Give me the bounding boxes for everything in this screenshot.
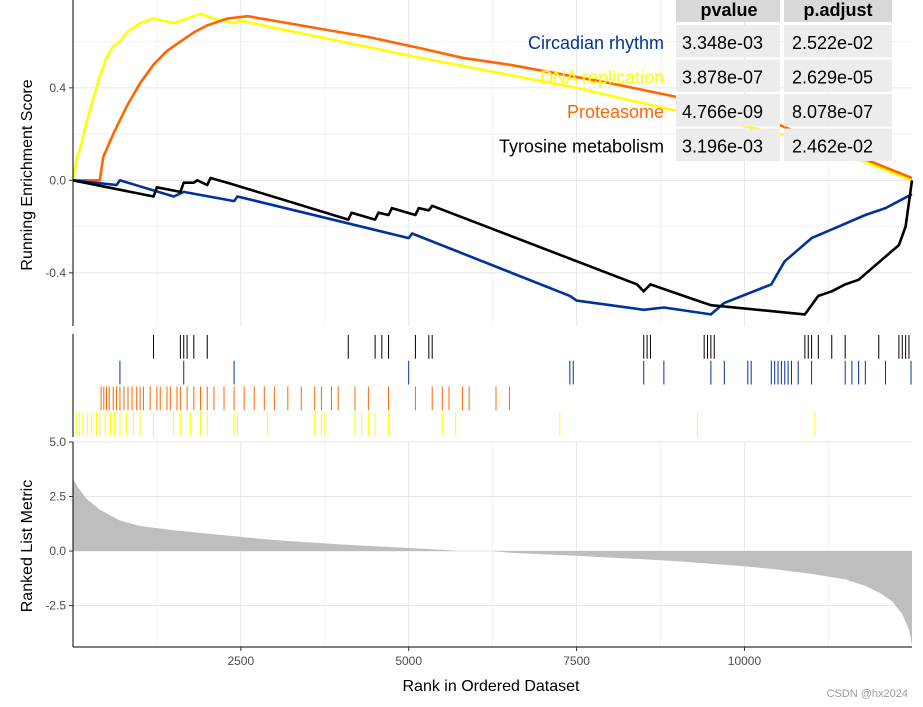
es-curves: [71, 12, 914, 316]
es-y-tick-label: -0.4: [45, 266, 66, 280]
table-header-cell: [784, 0, 892, 22]
hits-panel: [72, 334, 912, 437]
x-tick-label: 10000: [728, 654, 762, 668]
table-row-name: DNA replication: [540, 68, 664, 88]
table-cell-padjust: 2.522e-02: [792, 33, 873, 53]
metric-y-axis-title: Ranked List Metric: [19, 480, 36, 613]
table-row-name: Proteasome: [567, 102, 664, 122]
es-gridlines: [73, 0, 912, 326]
x-axis: 2500 5000 7500 10000: [73, 646, 912, 668]
metric-filled-area: [73, 479, 912, 645]
table-row-name: Tyrosine metabolism: [499, 137, 664, 157]
es-y-axis: -0.4 0.0 0.4: [45, 0, 74, 326]
table-header-padjust: p.adjust: [803, 0, 872, 20]
x-tick-label: 2500: [227, 654, 254, 668]
metric-y-tick-label: 5.0: [49, 435, 66, 449]
metric-y-axis: -2.5 0.0 2.5 5.0: [45, 435, 74, 647]
table-header-pvalue: pvalue: [700, 0, 757, 20]
watermark: CSDN @hx2024: [827, 688, 908, 700]
metric-y-tick-label: 0.0: [49, 544, 66, 558]
es-y-tick-label: 0.0: [49, 173, 66, 187]
es-curve-proteasome: [72, 14, 913, 182]
metric-y-tick-label: 2.5: [49, 490, 66, 504]
table-cell: [676, 59, 780, 92]
es-y-tick-label: 0.4: [49, 81, 66, 95]
table-cell: [784, 59, 892, 92]
table-cell-pvalue: 3.348e-03: [682, 33, 763, 53]
table-cell: [784, 25, 892, 58]
metric-gridlines: [73, 441, 912, 647]
x-tick-label: 7500: [563, 654, 590, 668]
es-curve-circadian-rhythm: [72, 179, 913, 316]
table-cell: [784, 128, 892, 161]
es-curve-dna-replication: [71, 12, 913, 182]
table-cell: [784, 94, 892, 127]
table-cell: [676, 94, 780, 127]
pvalue-table: pvalue p.adjust Circadian rhythm 3.348e-03 2…: [499, 0, 892, 161]
table-cell-pvalue: 3.878e-07: [682, 68, 763, 88]
table-cell: [676, 25, 780, 58]
es-curve-tyrosine-metabolism: [72, 176, 914, 316]
table-cell-pvalue: 3.196e-03: [682, 137, 763, 157]
table-cell-pvalue: 4.766e-09: [682, 102, 763, 122]
table-cell: [676, 128, 780, 161]
table-cell-padjust: 2.462e-02: [792, 137, 873, 157]
metric-y-tick-label: -2.5: [45, 599, 66, 613]
metric-panel: -2.5 0.0 2.5 5.0: [45, 435, 912, 647]
table-cell-padjust: 8.078e-07: [792, 102, 873, 122]
x-tick-label: 5000: [395, 654, 422, 668]
es-y-axis-title: Running Enrichment Score: [19, 79, 36, 270]
metric-area: [73, 479, 912, 645]
es-panel: -0.4 0.0 0.4: [45, 0, 914, 326]
table-cell-padjust: 2.629e-05: [792, 68, 873, 88]
table-header-cell: [676, 0, 780, 22]
table-row-name: Circadian rhythm: [528, 33, 664, 53]
x-axis-title: Rank in Ordered Dataset: [403, 678, 581, 695]
